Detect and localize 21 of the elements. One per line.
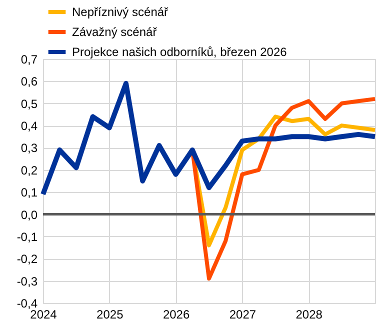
- y-tick-label: 0,4: [20, 119, 38, 134]
- y-tick-label: 0,1: [20, 186, 38, 200]
- line-series: [190, 96, 377, 281]
- legend-label: Projekce našich odborníků, březen 2026: [72, 45, 288, 59]
- x-tick-label: 2027: [229, 308, 256, 322]
- y-tick-label: -0,4: [16, 296, 38, 310]
- x-tick-label: 2024: [30, 308, 58, 322]
- y-tick-label: 0,6: [20, 74, 38, 89]
- y-tick-label: 0,5: [20, 96, 38, 111]
- legend-label: Závažný scénář: [72, 25, 158, 39]
- y-tick-label: -0,2: [16, 252, 38, 266]
- y-tick-label: 0,0: [20, 208, 38, 222]
- legend-label: Nepříznivý scénář: [72, 5, 170, 19]
- x-tick-label: 2025: [96, 308, 124, 322]
- x-tick-label: 2028: [296, 308, 323, 322]
- y-tick-label: -0,3: [16, 274, 38, 288]
- x-tick-label: 2026: [162, 308, 190, 322]
- y-tick-label: 0,2: [20, 163, 38, 178]
- y-tick-label: 0,3: [20, 141, 38, 156]
- y-tick-label: 0,7: [20, 52, 38, 66]
- y-tick-label: -0,1: [16, 230, 38, 244]
